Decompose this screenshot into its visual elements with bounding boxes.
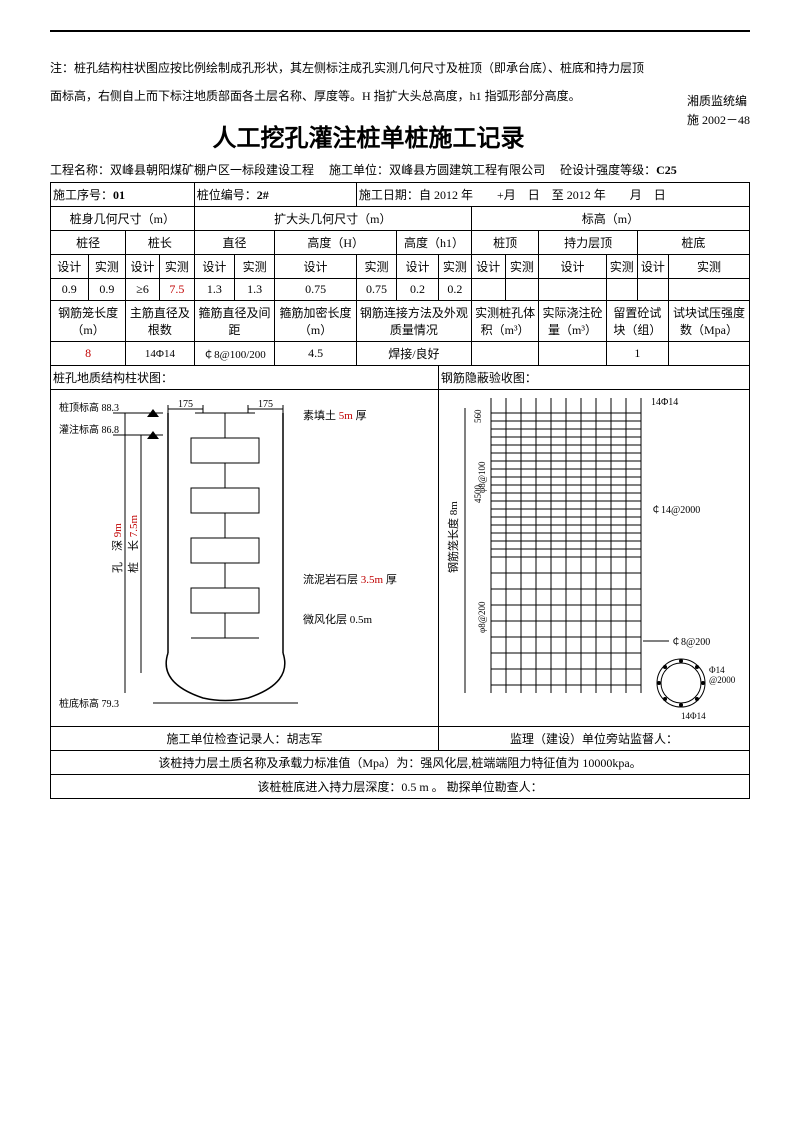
svg-text:14Φ14: 14Φ14 bbox=[681, 711, 706, 721]
rebar-cage-diagram: 钢筋笼长度 8m bbox=[441, 393, 741, 723]
svg-text:桩顶标高 88.3: 桩顶标高 88.3 bbox=[59, 401, 119, 414]
svg-text:桩底标高 79.3: 桩底标高 79.3 bbox=[59, 697, 119, 710]
pile-profile-diagram: 桩顶标高 88.3 灌注标高 86.8 孔 深 9m 桩 长 7.5m 175 … bbox=[53, 393, 433, 723]
note-line-2: 面标高，右侧自上而下标注地质部面各土层名称、厚度等。H 指扩大头总高度，h1 指… bbox=[50, 84, 750, 108]
svg-text:桩 长 7.5m: 桩 长 7.5m bbox=[126, 515, 140, 574]
svg-text:175: 175 bbox=[258, 399, 273, 410]
svg-text:￠8@200: ￠8@200 bbox=[671, 636, 710, 648]
svg-text:φ8@200: φ8@200 bbox=[477, 601, 487, 633]
svg-text:560: 560 bbox=[473, 409, 483, 423]
svg-text:175: 175 bbox=[178, 399, 193, 410]
svg-text:孔 深 9m: 孔 深 9m bbox=[111, 523, 124, 573]
svg-text:素填土 5m 厚: 素填土 5m 厚 bbox=[303, 408, 367, 422]
note-line-1: 注：桩孔结构柱状图应按比例绘制成孔形状，其左侧标注成孔实测几何尺寸及桩顶（即承台… bbox=[50, 56, 750, 80]
svg-text:微风化层 0.5m: 微风化层 0.5m bbox=[303, 612, 372, 626]
svg-text:φ8@100: φ8@100 bbox=[477, 461, 487, 493]
svg-text:流泥岩石层 3.5m 厚: 流泥岩石层 3.5m 厚 bbox=[303, 572, 397, 586]
svg-text:￠14@2000: ￠14@2000 bbox=[651, 504, 700, 516]
svg-text:14Φ14: 14Φ14 bbox=[651, 397, 678, 408]
meta-line: 工程名称：双峰县朝阳煤矿棚户区一标段建设工程 施工单位：双峰县方圆建筑工程有限公… bbox=[50, 161, 750, 178]
main-table: 施工序号：01 桩位编号：2# 施工日期：自 2012 年 +月 日 至 201… bbox=[50, 182, 750, 799]
svg-text:灌注标高 86.8: 灌注标高 86.8 bbox=[59, 423, 119, 436]
svg-text:@2000: @2000 bbox=[709, 675, 736, 685]
svg-text:钢筋笼长度 8m: 钢筋笼长度 8m bbox=[446, 501, 460, 573]
svg-text:Φ14: Φ14 bbox=[709, 665, 725, 675]
page-title: 人工挖孔灌注桩单桩施工记录 bbox=[50, 118, 750, 153]
stamp: 湘质监统编 施 2002－48 bbox=[687, 92, 750, 130]
